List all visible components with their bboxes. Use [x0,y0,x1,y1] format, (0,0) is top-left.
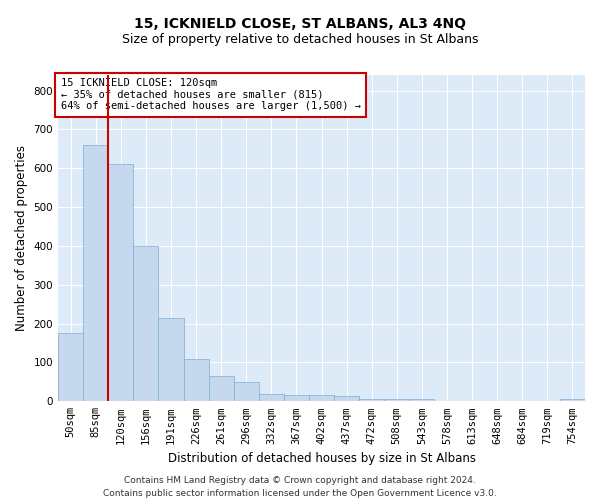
Bar [108,164,133,402]
Bar [359,398,384,402]
Bar [158,318,184,402]
Bar [284,394,309,402]
Bar [384,400,409,402]
Bar [133,246,158,402]
Bar [409,400,434,402]
Bar [334,396,359,402]
Text: Contains HM Land Registry data © Crown copyright and database right 2024.
Contai: Contains HM Land Registry data © Crown c… [103,476,497,498]
Bar [259,394,284,402]
Text: 15, ICKNIELD CLOSE, ST ALBANS, AL3 4NQ: 15, ICKNIELD CLOSE, ST ALBANS, AL3 4NQ [134,18,466,32]
X-axis label: Distribution of detached houses by size in St Albans: Distribution of detached houses by size … [167,452,476,465]
Text: Size of property relative to detached houses in St Albans: Size of property relative to detached ho… [122,32,478,46]
Bar [83,145,108,402]
Y-axis label: Number of detached properties: Number of detached properties [15,145,28,331]
Bar [233,382,259,402]
Bar [560,400,585,402]
Bar [58,334,83,402]
Bar [309,396,334,402]
Bar [184,358,209,402]
Bar [209,376,233,402]
Text: 15 ICKNIELD CLOSE: 120sqm
← 35% of detached houses are smaller (815)
64% of semi: 15 ICKNIELD CLOSE: 120sqm ← 35% of detac… [61,78,361,112]
